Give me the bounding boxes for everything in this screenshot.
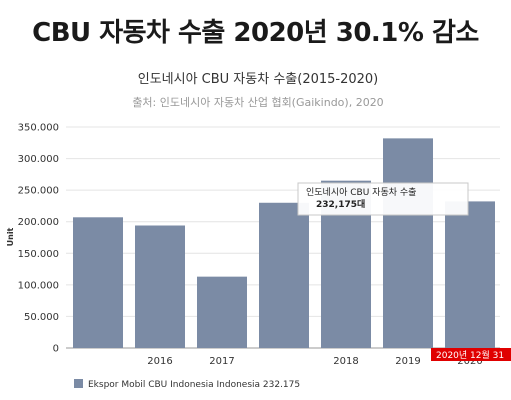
bar[interactable] bbox=[259, 202, 309, 348]
y-axis-ticks: 0 50.000 100.000 150.000 200.000 250.000 300.0… bbox=[18, 123, 59, 355]
date-badge-box bbox=[431, 348, 511, 361]
tooltip-title: 인도네시아 CBU 자동차 수출 bbox=[306, 186, 416, 198]
y-tick-label: 150.000 bbox=[18, 249, 59, 260]
y-tick-label: 100.000 bbox=[18, 280, 59, 291]
chart-title: 인도네시아 CBU 자동차 수출(2015-2020) bbox=[138, 72, 379, 87]
y-tick-label: 50.000 bbox=[24, 312, 59, 323]
bar[interactable] bbox=[73, 217, 123, 348]
bar[interactable] bbox=[197, 276, 247, 348]
y-tick-label: 350.000 bbox=[18, 123, 59, 134]
date-badge-text: 2020년 12월 31 bbox=[436, 349, 504, 361]
y-axis-label: Unit bbox=[6, 227, 15, 246]
x-tick-label: 2018 bbox=[333, 356, 358, 367]
bar[interactable] bbox=[383, 138, 433, 348]
page-headline: CBU 자동차 수출 2020년 30.1% 감소 bbox=[32, 18, 479, 48]
y-tick-label: 300.000 bbox=[18, 154, 59, 165]
x-tick-label: 2017 bbox=[209, 356, 234, 367]
y-tick-label: 0 bbox=[53, 344, 59, 355]
tooltip-value: 232,175대 bbox=[316, 198, 365, 210]
chart-subtitle: 출처: 인도네시아 자동차 산업 협회(Gaikindo), 2020 bbox=[132, 96, 383, 109]
date-badge: 2020년 12월 31 bbox=[431, 348, 511, 361]
tooltip: 인도네시아 CBU 자동차 수출 232,175대 bbox=[297, 182, 469, 216]
x-axis-ticks: 2016 2017 2018 2019 2020 bbox=[147, 356, 482, 367]
bar[interactable] bbox=[445, 201, 495, 348]
tooltip-box bbox=[297, 182, 469, 216]
y-tick-label: 200.000 bbox=[18, 217, 59, 228]
legend[interactable]: Ekspor Mobil CBU Indonesia Indonesia 232… bbox=[74, 379, 300, 390]
legend-label: Ekspor Mobil CBU Indonesia Indonesia 232… bbox=[88, 380, 300, 390]
bar[interactable] bbox=[135, 225, 185, 348]
legend-swatch bbox=[74, 379, 83, 388]
x-tick-label: 2016 bbox=[147, 356, 172, 367]
bars[interactable] bbox=[73, 138, 495, 348]
x-tick-label: 2019 bbox=[395, 356, 420, 367]
y-tick-label: 250.000 bbox=[18, 186, 59, 197]
x-tick-label: 2020 bbox=[457, 356, 482, 367]
